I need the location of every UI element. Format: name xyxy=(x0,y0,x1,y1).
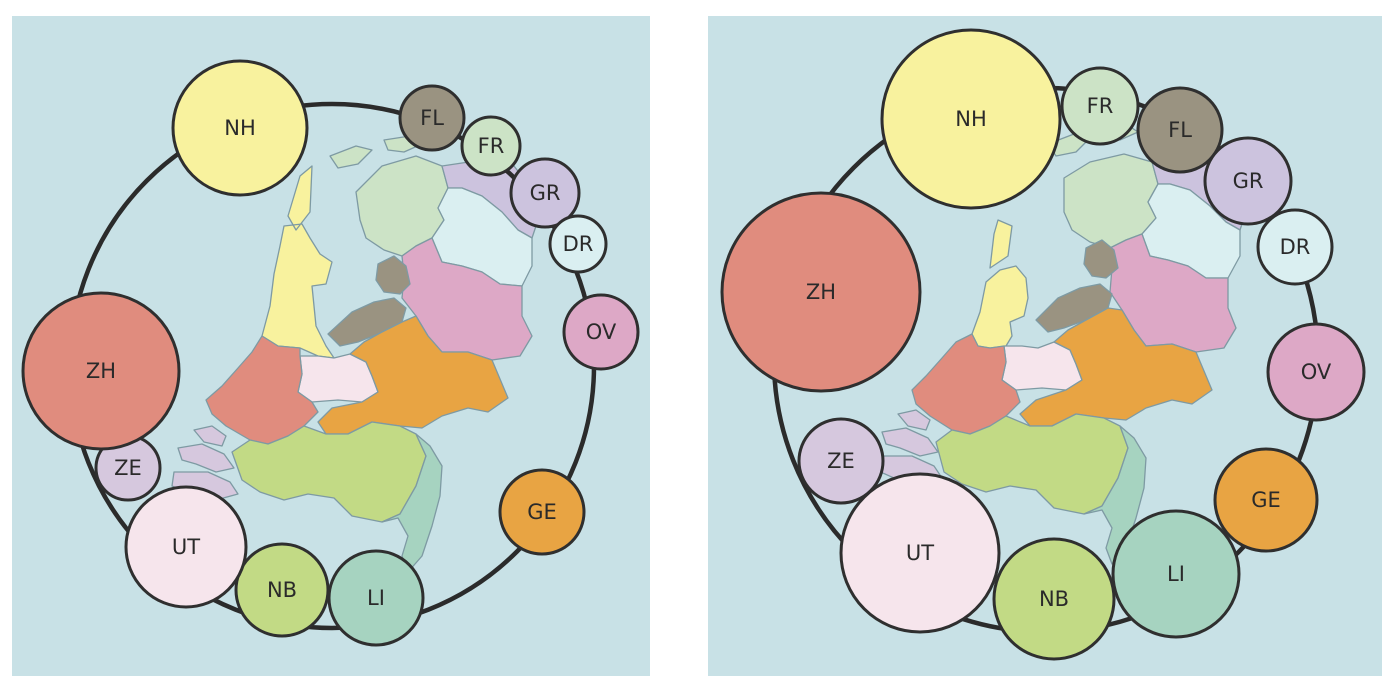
svg-text:OV: OV xyxy=(586,320,617,344)
bubble-ut[interactable]: UT xyxy=(839,472,1001,634)
province-shape-wadden-1 xyxy=(329,145,373,169)
province-shape-ze-1 xyxy=(897,409,931,431)
svg-text:DR: DR xyxy=(1280,235,1311,259)
province-shape-fl-2 xyxy=(1035,283,1113,333)
svg-text:GE: GE xyxy=(1251,488,1281,512)
svg-text:FL: FL xyxy=(420,106,444,130)
bubble-dr[interactable]: DR xyxy=(548,214,608,274)
left-map-panel: NH FL FR GR DR OV GE LI NB UT ZE ZH xyxy=(12,16,650,676)
province-bubbles: NH FL FR GR DR OV GE LI NB UT ZE ZH xyxy=(21,59,640,647)
svg-text:FR: FR xyxy=(1087,94,1114,118)
bubble-ut[interactable]: UT xyxy=(124,485,248,609)
bubble-nh[interactable]: NH xyxy=(880,28,1062,210)
bubble-ov[interactable]: OV xyxy=(562,293,640,371)
province-shape-nh xyxy=(261,165,335,359)
svg-text:GR: GR xyxy=(1233,169,1264,193)
svg-text:GE: GE xyxy=(527,500,557,524)
bubble-dr[interactable]: DR xyxy=(1256,208,1334,286)
svg-text:OV: OV xyxy=(1301,360,1332,384)
svg-text:FR: FR xyxy=(478,134,505,158)
province-shape-fl-1 xyxy=(1083,239,1119,279)
bubble-gr[interactable]: GR xyxy=(509,157,581,229)
svg-text:NH: NH xyxy=(224,116,256,140)
province-shape-fl-2 xyxy=(327,297,407,347)
svg-text:DR: DR xyxy=(563,232,594,256)
province-shape-ge xyxy=(1019,307,1213,427)
province-shape-ze-2 xyxy=(881,427,939,457)
bubble-nh[interactable]: NH xyxy=(171,59,309,197)
bubble-zh[interactable]: ZH xyxy=(720,191,922,393)
svg-text:UT: UT xyxy=(906,541,934,565)
svg-text:LI: LI xyxy=(1167,562,1185,586)
svg-text:ZH: ZH xyxy=(86,359,116,383)
province-shape-nh xyxy=(971,219,1029,349)
svg-text:FL: FL xyxy=(1168,118,1192,142)
bubble-ge[interactable]: GE xyxy=(1213,447,1319,553)
province-bubbles: NH FR FL GR DR OV GE LI NB UT ZE ZH xyxy=(720,28,1366,661)
bubble-gr[interactable]: GR xyxy=(1203,136,1293,226)
bubble-fr[interactable]: FR xyxy=(460,115,522,177)
bubble-ge[interactable]: GE xyxy=(498,468,586,556)
svg-text:LI: LI xyxy=(367,586,385,610)
bubble-ze[interactable]: ZE xyxy=(797,417,885,505)
bubble-li[interactable]: LI xyxy=(327,549,425,647)
bubble-ze[interactable]: ZE xyxy=(94,434,162,502)
svg-text:NB: NB xyxy=(267,578,297,602)
bubble-zh[interactable]: ZH xyxy=(21,291,181,451)
bubble-li[interactable]: LI xyxy=(1111,509,1241,639)
province-shape-li xyxy=(381,433,443,573)
svg-text:ZE: ZE xyxy=(114,456,142,480)
right-map: NH FR FL GR DR OV GE LI NB UT ZE ZH xyxy=(720,28,1366,661)
svg-text:NB: NB xyxy=(1039,587,1069,611)
bubble-fl[interactable]: FL xyxy=(1136,86,1224,174)
left-map: NH FL FR GR DR OV GE LI NB UT ZE ZH xyxy=(21,59,640,647)
right-map-panel: NH FR FL GR DR OV GE LI NB UT ZE ZH xyxy=(708,16,1382,676)
province-shape-fl-1 xyxy=(375,255,411,295)
bubble-ov[interactable]: OV xyxy=(1266,322,1366,422)
province-shape-ze-2 xyxy=(177,443,235,473)
province-shape-ge xyxy=(317,315,509,435)
svg-text:UT: UT xyxy=(172,535,200,559)
netherlands-map xyxy=(875,123,1249,565)
bubble-fl[interactable]: FL xyxy=(398,84,466,152)
bubble-nb[interactable]: NB xyxy=(992,537,1116,661)
bubble-nb[interactable]: NB xyxy=(234,542,330,638)
province-shape-ze-1 xyxy=(193,425,227,447)
svg-text:NH: NH xyxy=(955,107,987,131)
svg-text:ZH: ZH xyxy=(806,280,836,304)
svg-text:ZE: ZE xyxy=(827,449,855,473)
bubble-fr[interactable]: FR xyxy=(1060,66,1140,146)
netherlands-map xyxy=(171,129,541,573)
svg-text:GR: GR xyxy=(530,181,561,205)
